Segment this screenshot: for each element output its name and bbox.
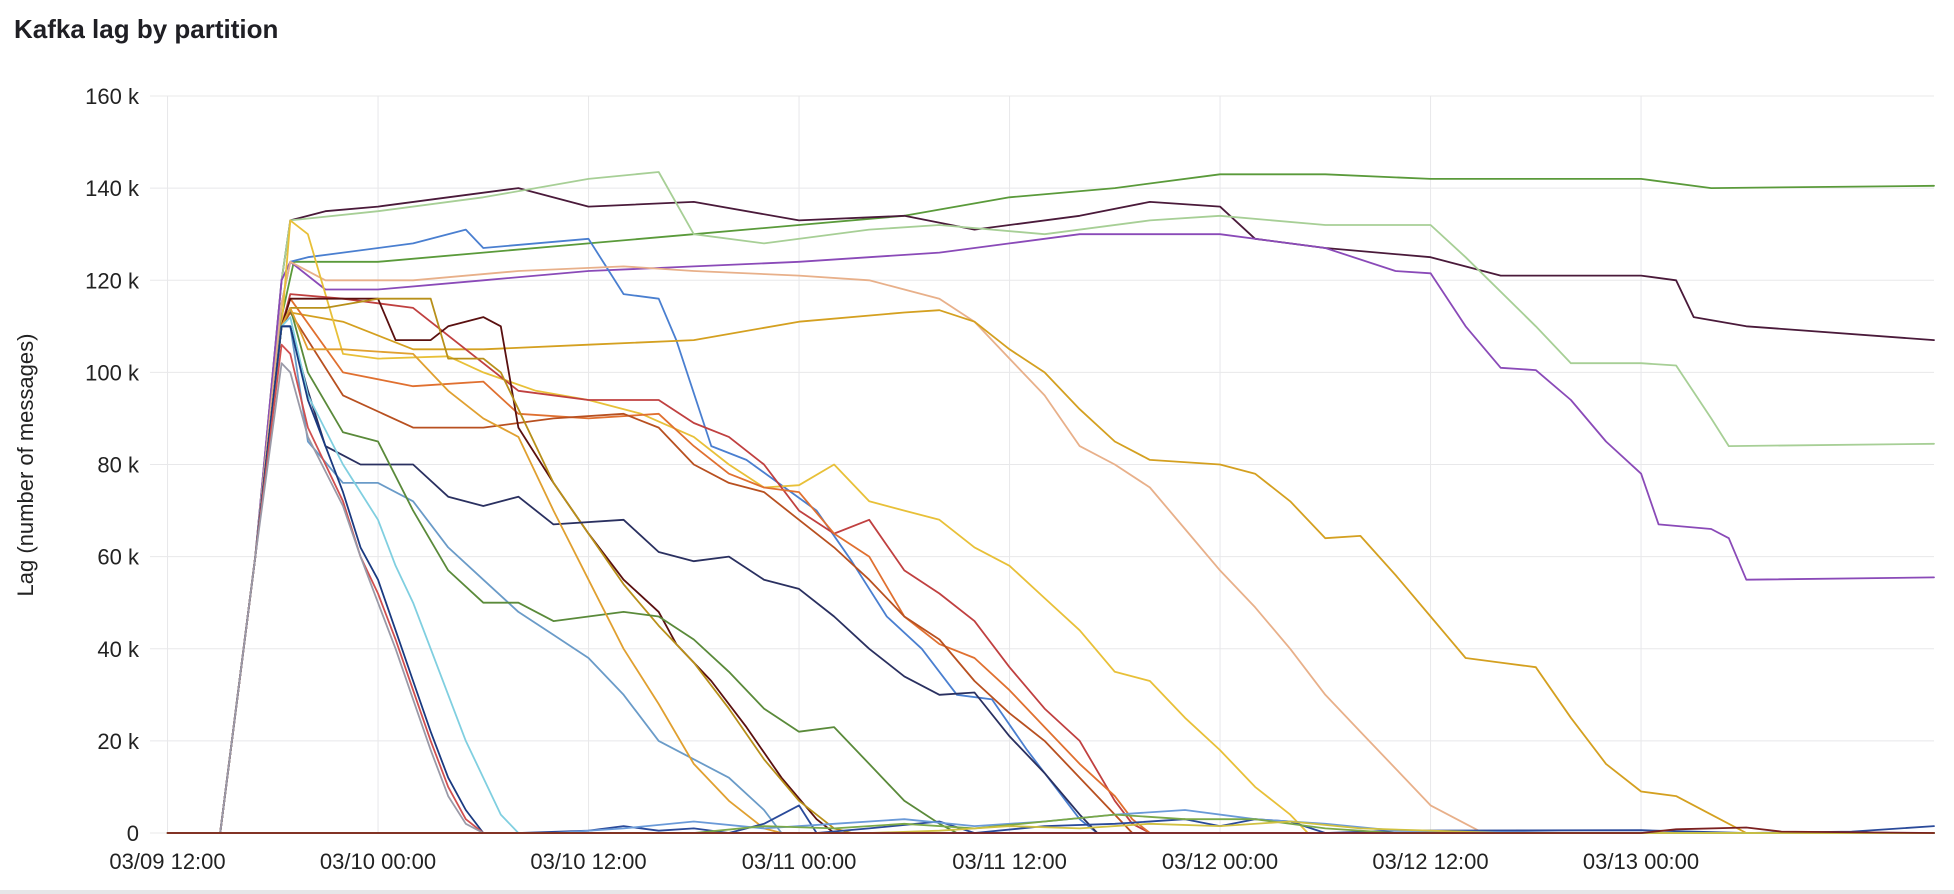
series-line-12	[219, 297, 1935, 834]
series-line-20	[219, 343, 1935, 834]
y-tick-label: 120 k	[85, 268, 140, 293]
x-tick-label: 03/11 00:00	[742, 849, 857, 874]
x-tick-label: 03/11 12:00	[952, 849, 1067, 874]
series-line-8	[219, 219, 1935, 834]
series-line-18	[219, 316, 1935, 834]
y-tick-label: 80 k	[97, 453, 140, 478]
series-line-13	[219, 297, 1935, 834]
series-line-6	[219, 260, 1935, 834]
x-tick-label: 03/13 00:00	[1583, 849, 1699, 874]
series-line-7	[219, 309, 1935, 834]
series-line-26	[166, 826, 1935, 834]
x-tick-label: 03/12 12:00	[1372, 849, 1488, 874]
y-tick-label: 60 k	[97, 545, 140, 570]
series-line-2	[219, 187, 1935, 834]
x-tick-label: 03/10 00:00	[320, 849, 436, 874]
y-tick-label: 140 k	[85, 176, 140, 201]
y-tick-label: 20 k	[97, 729, 140, 754]
y-tick-label: 40 k	[97, 637, 140, 662]
series-line-25	[166, 820, 1935, 834]
series-line-1	[219, 173, 1935, 834]
series-line-15	[219, 325, 1935, 834]
y-axis-label: Lag (number of messages)	[13, 334, 38, 597]
x-tick-label: 03/10 12:00	[530, 849, 646, 874]
panel-bottom-border	[0, 890, 1954, 894]
y-tick-label: 100 k	[85, 360, 140, 385]
series-line-11	[219, 311, 1935, 834]
series-line-22	[166, 804, 1935, 834]
series-line-16	[219, 307, 1935, 834]
x-tick-label: 03/09 12:00	[109, 849, 225, 874]
series-line-17	[219, 307, 1935, 834]
panel-title: Kafka lag by partition	[14, 14, 279, 44]
series-line-5	[219, 228, 1935, 834]
x-axis-ticks: 03/09 12:00 03/10 00:00 03/10 12:00 03/11 0…	[109, 849, 1699, 874]
y-tick-label: 160 k	[85, 84, 140, 109]
series-line-24	[166, 813, 1935, 834]
series-line-19	[219, 325, 1935, 834]
y-axis-ticks: 0 20 k 40 k 60 k 80 k 100 k 120 k 140 k 160 k	[85, 84, 140, 846]
y-tick-label: 0	[127, 821, 139, 846]
series-line-3	[219, 171, 1935, 834]
x-tick-label: 03/12 00:00	[1162, 849, 1278, 874]
series-layer	[166, 171, 1935, 834]
series-line-9	[219, 293, 1935, 834]
series-line-21	[219, 362, 1935, 834]
series-line-10	[219, 297, 1935, 834]
series-line-14	[219, 325, 1935, 834]
series-line-23	[166, 809, 1935, 834]
series-line-4	[219, 233, 1935, 834]
